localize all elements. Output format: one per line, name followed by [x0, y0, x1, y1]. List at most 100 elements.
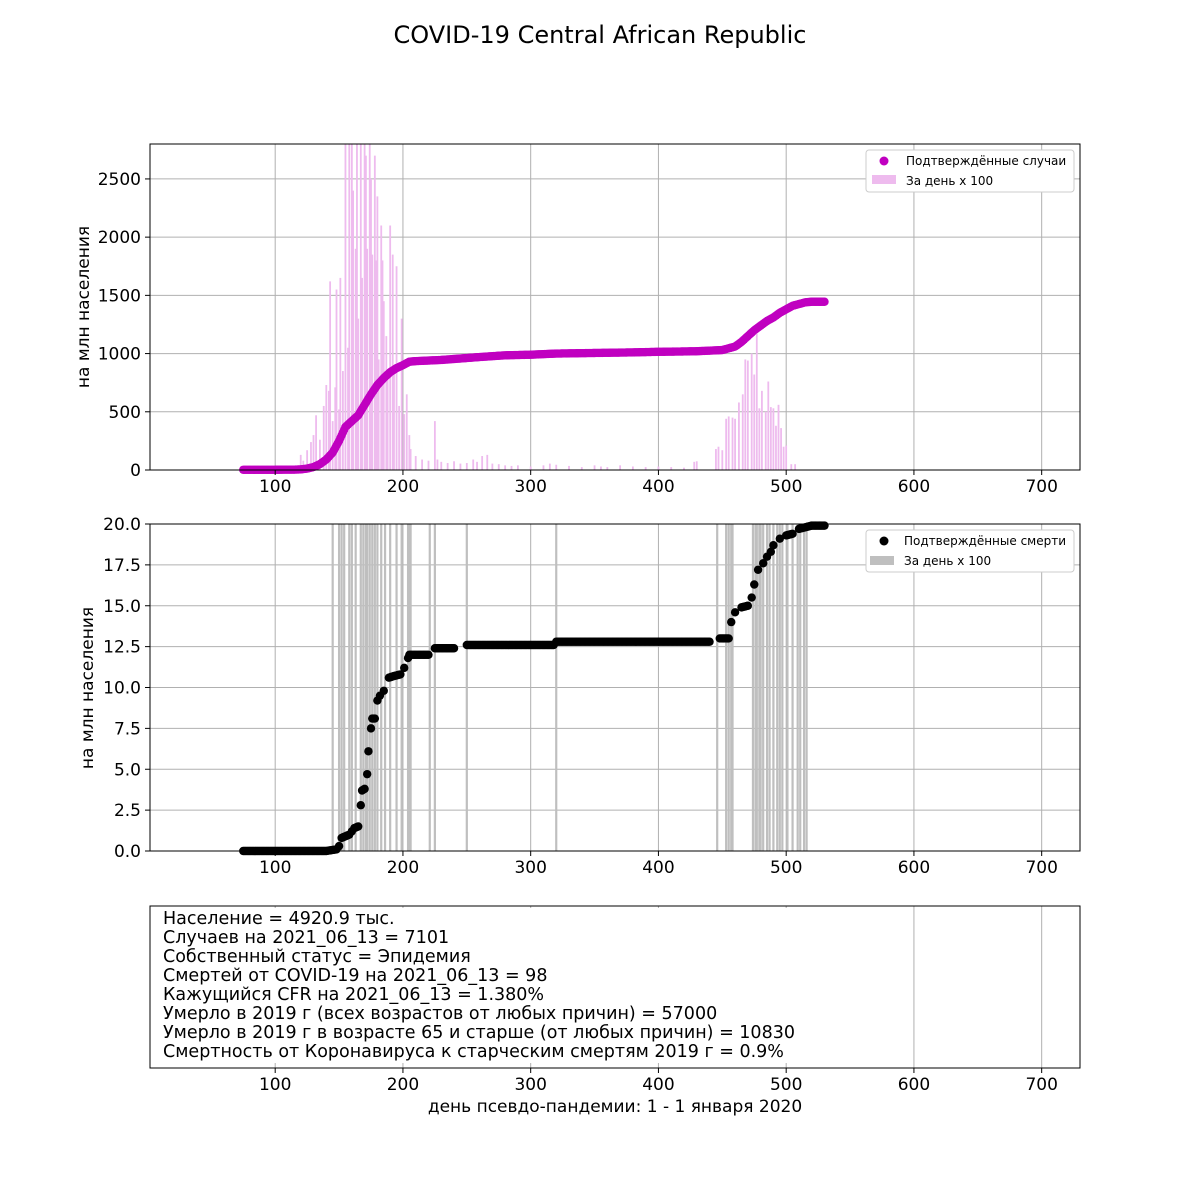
cases-daily-bar [593, 465, 596, 470]
deaths-daily-bar [433, 524, 436, 851]
deaths-point [379, 686, 388, 695]
info-axes-frame [149, 905, 1081, 1069]
info-line: Смертей от COVID-19 на 2021_06_13 = 98 [163, 966, 547, 986]
deaths-point [743, 601, 753, 610]
deaths-legend-daily: За день x 100 [904, 554, 991, 568]
deaths-point [724, 634, 733, 643]
y-tick-label: 2.5 [114, 801, 141, 821]
cases-daily-bar [350, 144, 353, 470]
cases-daily-bar [364, 155, 367, 470]
cases-daily-bar [693, 461, 696, 470]
y-tick-label: 500 [109, 403, 141, 423]
cases-daily-bar [727, 416, 730, 470]
cases-daily-bar [510, 465, 513, 470]
cases-daily-bar [400, 318, 403, 470]
cases-x-ticks: 100 200 300 400 500 600 700 [259, 470, 1058, 497]
cases-daily-bar [322, 405, 325, 470]
cases-daily-bar [548, 463, 551, 470]
deaths-daily-bar [727, 524, 730, 851]
cases-daily-bar [600, 466, 602, 470]
cases-legend-daily: За день x 100 [906, 174, 993, 188]
x-tick-label: 600 [898, 1075, 930, 1095]
deaths-point [766, 547, 776, 556]
cases-daily-bar [446, 463, 449, 470]
deaths-daily-bar [716, 524, 719, 851]
deaths-legend: Подтверждённые смерти За день x 100 [865, 529, 1075, 573]
cases-daily-bar [750, 353, 753, 470]
figure-title: COVID-19 Central African Republic [394, 21, 807, 49]
info-line: Население = 4920.9 тыс. [163, 909, 395, 929]
deaths-daily-bar [408, 524, 411, 851]
cases-daily-bar [403, 414, 406, 470]
cases-daily-bar [356, 144, 358, 470]
y-tick-label: 15.0 [103, 597, 141, 617]
deaths-daily-bar [337, 524, 341, 851]
deaths-daily-bar [768, 524, 771, 851]
cases-daily-bar [725, 418, 728, 470]
deaths-point [769, 541, 778, 550]
y-tick-label: 20.0 [103, 515, 141, 535]
deaths-daily-bar [786, 524, 789, 851]
cases-daily-bar [775, 425, 777, 470]
cases-daily-bar [767, 381, 770, 470]
deaths-daily-bar [772, 524, 775, 851]
y-tick-label: 5.0 [114, 760, 141, 780]
deaths-point [354, 822, 363, 831]
deaths-daily-bar [354, 524, 357, 851]
cases-daily-bar [414, 456, 417, 470]
cases-daily-bar [382, 301, 385, 470]
y-tick-label: 2000 [98, 228, 141, 248]
cases-daily-bar [517, 465, 519, 470]
deaths-daily-bar [765, 524, 769, 851]
x-tick-label: 300 [514, 477, 546, 497]
cases-daily-bar [670, 467, 673, 470]
cases-daily-bar [344, 144, 347, 470]
deaths-daily-bar [362, 524, 365, 851]
cases-daily-bars [299, 144, 797, 471]
info-line: Умерло в 2019 г (всех возрастов от любых… [163, 1004, 717, 1024]
info-x-ticks: 100 200 300 400 500 600 700 [259, 1068, 1058, 1095]
cases-daily-bar [393, 365, 395, 470]
deaths-daily-bar [754, 524, 757, 851]
x-tick-label: 400 [642, 477, 674, 497]
cases-daily-bar [683, 467, 685, 470]
cases-cumulative-points [239, 297, 829, 474]
cases-daily-bar [486, 454, 489, 470]
deaths-daily-bar [428, 524, 431, 851]
cases-daily-bar [325, 385, 328, 470]
x-tick-label: 100 [259, 1075, 291, 1095]
cases-daily-bar [352, 190, 355, 471]
info-line: Случаев на 2021_06_13 = 7101 [163, 928, 449, 948]
y-tick-label: 1000 [98, 345, 141, 365]
cases-daily-bar [370, 178, 372, 470]
cases-daily-bar [357, 318, 360, 470]
cases-daily-bar [459, 463, 462, 470]
cases-daily-bar [427, 460, 430, 470]
deaths-point [370, 714, 380, 723]
cases-daily-bar [327, 390, 330, 470]
cases-daily-bar [334, 387, 337, 470]
cases-daily-bar [366, 248, 369, 470]
x-tick-label: 300 [514, 858, 546, 878]
cases-daily-bar [398, 405, 401, 470]
cases-daily-bar [782, 446, 785, 470]
deaths-point [758, 559, 768, 568]
deaths-grid [150, 523, 1080, 852]
cases-daily-bar [790, 464, 793, 470]
cases-daily-bar [408, 435, 411, 470]
info-panel: 100 200 300 400 500 600 700 Население = 4920.9… [149, 905, 1081, 1117]
deaths-point [788, 529, 797, 539]
cases-daily-bar [764, 411, 767, 470]
deaths-daily-bar [409, 524, 412, 851]
x-tick-label: 500 [770, 858, 802, 878]
deaths-point [364, 747, 373, 756]
deaths-daily-bar [802, 524, 806, 851]
cases-daily-bar [741, 394, 744, 470]
deaths-daily-bar [371, 524, 374, 851]
cases-daily-bar [453, 461, 455, 470]
x-tick-label: 700 [1025, 858, 1057, 878]
deaths-daily-bar [755, 524, 758, 851]
cases-daily-bar [780, 428, 782, 470]
deaths-daily-bar [805, 524, 808, 851]
x-tick-label: 200 [387, 858, 419, 878]
